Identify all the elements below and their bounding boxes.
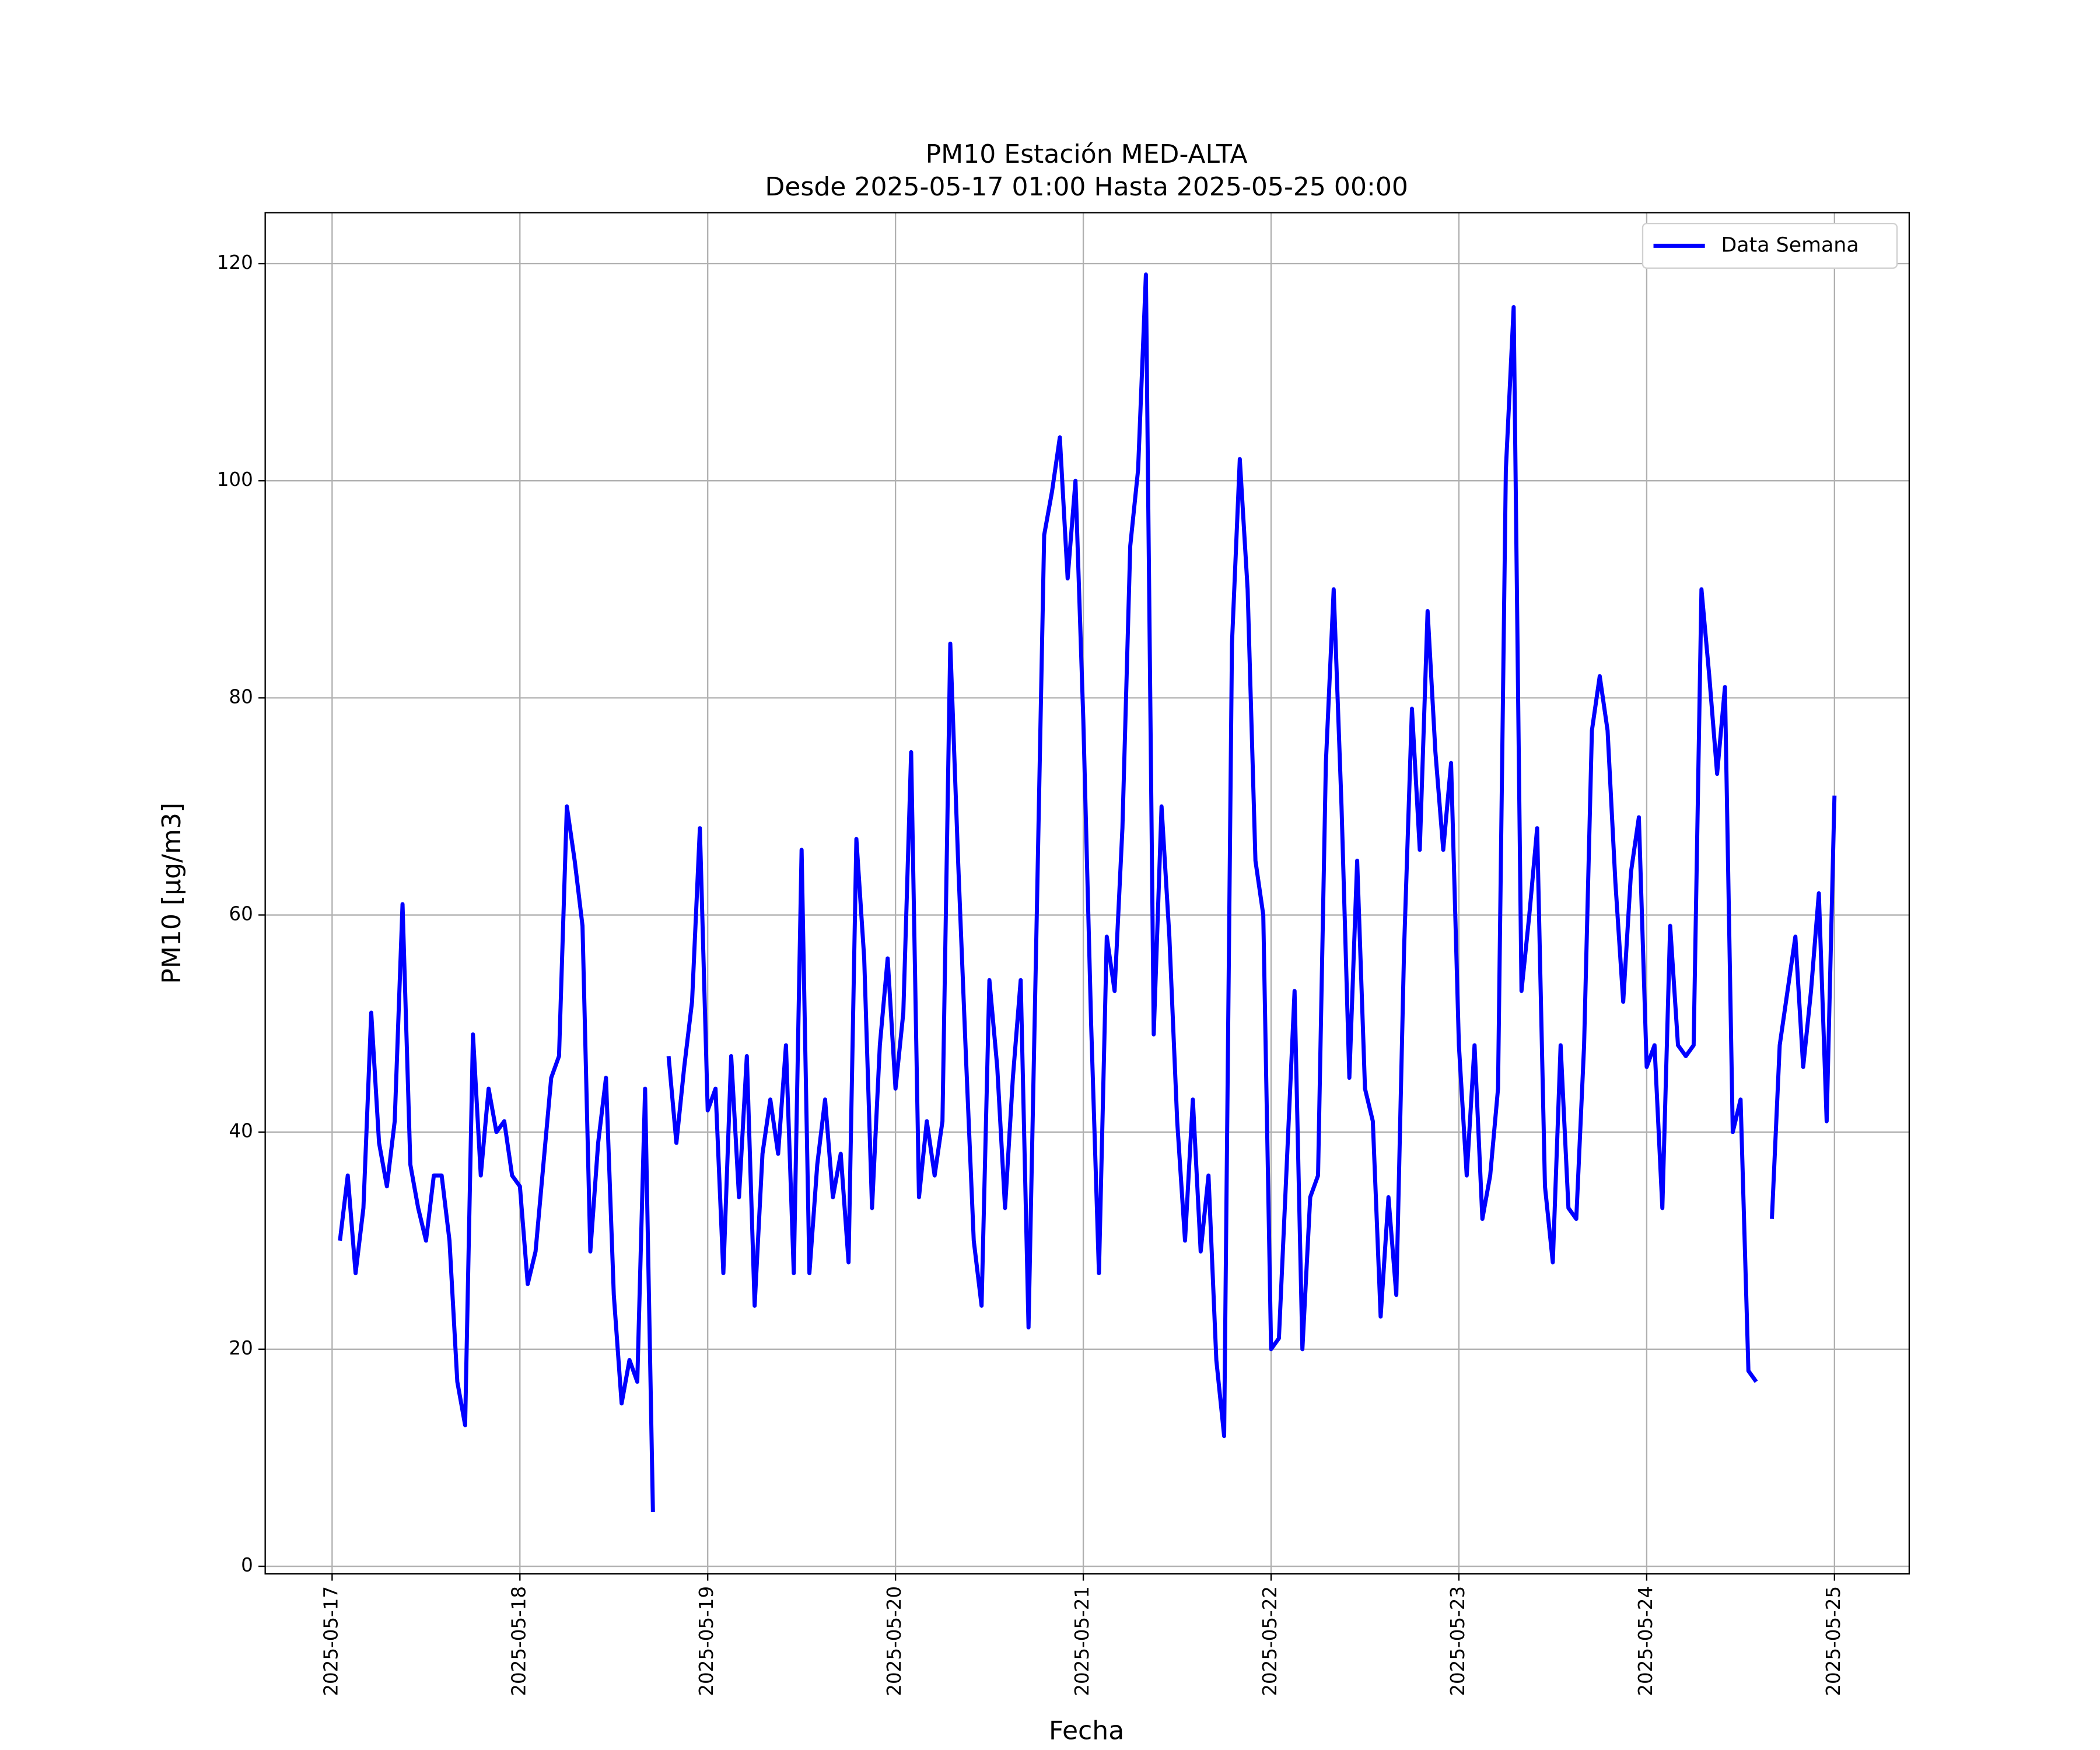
x-tick-label: 2025-05-25 (1822, 1586, 1845, 1696)
x-tick-label: 2025-05-24 (1634, 1586, 1657, 1696)
y-tick-label: 80 (229, 685, 253, 708)
x-tick-label: 2025-05-22 (1259, 1586, 1281, 1696)
plot-frame (264, 212, 1910, 1575)
y-tick-label: 100 (217, 468, 253, 491)
y-tick-label: 60 (229, 903, 253, 925)
x-axis-label: Fecha (1049, 1716, 1124, 1745)
y-tick-label: 40 (229, 1120, 253, 1142)
y-axis-label: PM10 [μg/m3] (157, 803, 187, 984)
y-tick-label: 0 (241, 1554, 253, 1576)
y-tick-label: 20 (229, 1337, 253, 1359)
data-line (338, 272, 1837, 1513)
chart-subtitle: Desde 2025-05-17 01:00 Hasta 2025-05-25 … (765, 172, 1408, 202)
legend-label: Data Semana (1721, 233, 1859, 257)
legend-box (1642, 222, 1898, 269)
x-tick-label: 2025-05-21 (1071, 1586, 1093, 1696)
chart-title: PM10 Estación MED-ALTA (926, 139, 1248, 169)
x-tick-label: 2025-05-19 (695, 1586, 718, 1696)
x-tick-label: 2025-05-18 (508, 1586, 530, 1696)
x-tick-label: 2025-05-23 (1447, 1586, 1469, 1696)
y-tick-label: 120 (217, 251, 253, 274)
x-tick-label: 2025-05-17 (320, 1586, 342, 1696)
x-tick-label: 2025-05-20 (883, 1586, 905, 1696)
